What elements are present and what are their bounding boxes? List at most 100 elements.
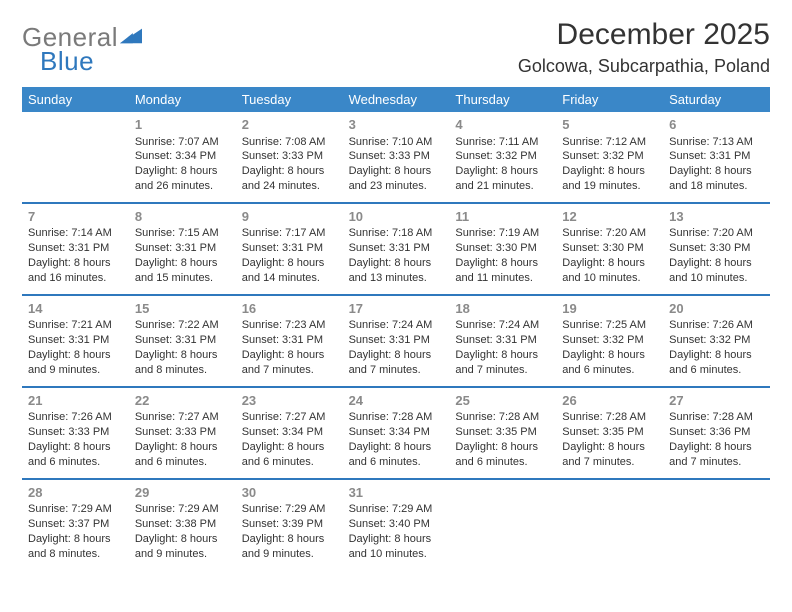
sunset-text: Sunset: 3:31 PM: [455, 333, 550, 348]
day-number: 19: [562, 300, 657, 318]
day-number: 30: [242, 484, 337, 502]
calendar-day-cell: [663, 480, 770, 570]
daylight-text: Daylight: 8 hours and 24 minutes.: [242, 164, 337, 194]
sunrise-text: Sunrise: 7:26 AM: [669, 318, 764, 333]
daylight-text: Daylight: 8 hours and 7 minutes.: [455, 348, 550, 378]
daylight-text: Daylight: 8 hours and 8 minutes.: [28, 532, 123, 562]
title-block: December 2025 Golcowa, Subcarpathia, Pol…: [518, 18, 770, 77]
sunrise-text: Sunrise: 7:18 AM: [349, 226, 444, 241]
daylight-text: Daylight: 8 hours and 19 minutes.: [562, 164, 657, 194]
sunrise-text: Sunrise: 7:28 AM: [455, 410, 550, 425]
daylight-text: Daylight: 8 hours and 18 minutes.: [669, 164, 764, 194]
daylight-text: Daylight: 8 hours and 21 minutes.: [455, 164, 550, 194]
sunset-text: Sunset: 3:40 PM: [349, 517, 444, 532]
day-number: 26: [562, 392, 657, 410]
sunrise-text: Sunrise: 7:20 AM: [562, 226, 657, 241]
sunrise-text: Sunrise: 7:28 AM: [349, 410, 444, 425]
calendar-header-cell: Thursday: [449, 87, 556, 112]
daylight-text: Daylight: 8 hours and 26 minutes.: [135, 164, 230, 194]
day-number: 16: [242, 300, 337, 318]
calendar-day-cell: 4Sunrise: 7:11 AMSunset: 3:32 PMDaylight…: [449, 112, 556, 202]
calendar-day-cell: 19Sunrise: 7:25 AMSunset: 3:32 PMDayligh…: [556, 296, 663, 386]
calendar-header-cell: Tuesday: [236, 87, 343, 112]
day-number: 7: [28, 208, 123, 226]
sunset-text: Sunset: 3:31 PM: [28, 241, 123, 256]
sunset-text: Sunset: 3:32 PM: [562, 149, 657, 164]
calendar-day-cell: 25Sunrise: 7:28 AMSunset: 3:35 PMDayligh…: [449, 388, 556, 478]
sunrise-text: Sunrise: 7:27 AM: [242, 410, 337, 425]
calendar-day-cell: 29Sunrise: 7:29 AMSunset: 3:38 PMDayligh…: [129, 480, 236, 570]
daylight-text: Daylight: 8 hours and 6 minutes.: [28, 440, 123, 470]
day-number: 10: [349, 208, 444, 226]
daylight-text: Daylight: 8 hours and 6 minutes.: [455, 440, 550, 470]
calendar-day-cell: 22Sunrise: 7:27 AMSunset: 3:33 PMDayligh…: [129, 388, 236, 478]
day-number: 11: [455, 208, 550, 226]
daylight-text: Daylight: 8 hours and 7 minutes.: [562, 440, 657, 470]
day-number: 31: [349, 484, 444, 502]
day-number: 20: [669, 300, 764, 318]
sunset-text: Sunset: 3:33 PM: [349, 149, 444, 164]
day-number: 12: [562, 208, 657, 226]
daylight-text: Daylight: 8 hours and 9 minutes.: [28, 348, 123, 378]
sunset-text: Sunset: 3:31 PM: [135, 333, 230, 348]
calendar-day-cell: 3Sunrise: 7:10 AMSunset: 3:33 PMDaylight…: [343, 112, 450, 202]
sunrise-text: Sunrise: 7:12 AM: [562, 135, 657, 150]
calendar-day-cell: 23Sunrise: 7:27 AMSunset: 3:34 PMDayligh…: [236, 388, 343, 478]
day-number: 21: [28, 392, 123, 410]
day-number: 1: [135, 116, 230, 134]
daylight-text: Daylight: 8 hours and 9 minutes.: [135, 532, 230, 562]
calendar-day-cell: 20Sunrise: 7:26 AMSunset: 3:32 PMDayligh…: [663, 296, 770, 386]
calendar-day-cell: 16Sunrise: 7:23 AMSunset: 3:31 PMDayligh…: [236, 296, 343, 386]
calendar-day-cell: 18Sunrise: 7:24 AMSunset: 3:31 PMDayligh…: [449, 296, 556, 386]
calendar-day-cell: 31Sunrise: 7:29 AMSunset: 3:40 PMDayligh…: [343, 480, 450, 570]
sunrise-text: Sunrise: 7:26 AM: [28, 410, 123, 425]
calendar-day-cell: [556, 480, 663, 570]
daylight-text: Daylight: 8 hours and 23 minutes.: [349, 164, 444, 194]
calendar-day-cell: 14Sunrise: 7:21 AMSunset: 3:31 PMDayligh…: [22, 296, 129, 386]
sunrise-text: Sunrise: 7:29 AM: [349, 502, 444, 517]
sunrise-text: Sunrise: 7:29 AM: [28, 502, 123, 517]
sunset-text: Sunset: 3:31 PM: [28, 333, 123, 348]
sunset-text: Sunset: 3:35 PM: [562, 425, 657, 440]
sunset-text: Sunset: 3:34 PM: [349, 425, 444, 440]
sunrise-text: Sunrise: 7:08 AM: [242, 135, 337, 150]
sunset-text: Sunset: 3:30 PM: [562, 241, 657, 256]
header-region: General Blue December 2025 Golcowa, Subc…: [22, 18, 770, 77]
sunset-text: Sunset: 3:39 PM: [242, 517, 337, 532]
sunset-text: Sunset: 3:34 PM: [242, 425, 337, 440]
day-number: 8: [135, 208, 230, 226]
calendar-day-cell: 17Sunrise: 7:24 AMSunset: 3:31 PMDayligh…: [343, 296, 450, 386]
day-number: 4: [455, 116, 550, 134]
sunrise-text: Sunrise: 7:19 AM: [455, 226, 550, 241]
day-number: 13: [669, 208, 764, 226]
calendar-day-cell: [22, 112, 129, 202]
daylight-text: Daylight: 8 hours and 7 minutes.: [242, 348, 337, 378]
location-subtitle: Golcowa, Subcarpathia, Poland: [518, 56, 770, 77]
day-number: 5: [562, 116, 657, 134]
daylight-text: Daylight: 8 hours and 6 minutes.: [135, 440, 230, 470]
day-number: 22: [135, 392, 230, 410]
calendar-day-cell: 28Sunrise: 7:29 AMSunset: 3:37 PMDayligh…: [22, 480, 129, 570]
sunset-text: Sunset: 3:30 PM: [455, 241, 550, 256]
sunset-text: Sunset: 3:31 PM: [242, 241, 337, 256]
calendar-day-cell: 10Sunrise: 7:18 AMSunset: 3:31 PMDayligh…: [343, 204, 450, 294]
calendar-day-cell: 5Sunrise: 7:12 AMSunset: 3:32 PMDaylight…: [556, 112, 663, 202]
sunset-text: Sunset: 3:32 PM: [455, 149, 550, 164]
daylight-text: Daylight: 8 hours and 16 minutes.: [28, 256, 123, 286]
calendar-day-cell: 13Sunrise: 7:20 AMSunset: 3:30 PMDayligh…: [663, 204, 770, 294]
calendar-week-row: 1Sunrise: 7:07 AMSunset: 3:34 PMDaylight…: [22, 112, 770, 202]
calendar-day-cell: 6Sunrise: 7:13 AMSunset: 3:31 PMDaylight…: [663, 112, 770, 202]
calendar-day-cell: [449, 480, 556, 570]
sunset-text: Sunset: 3:34 PM: [135, 149, 230, 164]
calendar-day-cell: 9Sunrise: 7:17 AMSunset: 3:31 PMDaylight…: [236, 204, 343, 294]
sunrise-text: Sunrise: 7:29 AM: [242, 502, 337, 517]
calendar-header-cell: Friday: [556, 87, 663, 112]
daylight-text: Daylight: 8 hours and 10 minutes.: [562, 256, 657, 286]
day-number: 2: [242, 116, 337, 134]
sunset-text: Sunset: 3:33 PM: [135, 425, 230, 440]
sunrise-text: Sunrise: 7:21 AM: [28, 318, 123, 333]
calendar-day-cell: 1Sunrise: 7:07 AMSunset: 3:34 PMDaylight…: [129, 112, 236, 202]
day-number: 14: [28, 300, 123, 318]
sunrise-text: Sunrise: 7:29 AM: [135, 502, 230, 517]
calendar-header-cell: Saturday: [663, 87, 770, 112]
